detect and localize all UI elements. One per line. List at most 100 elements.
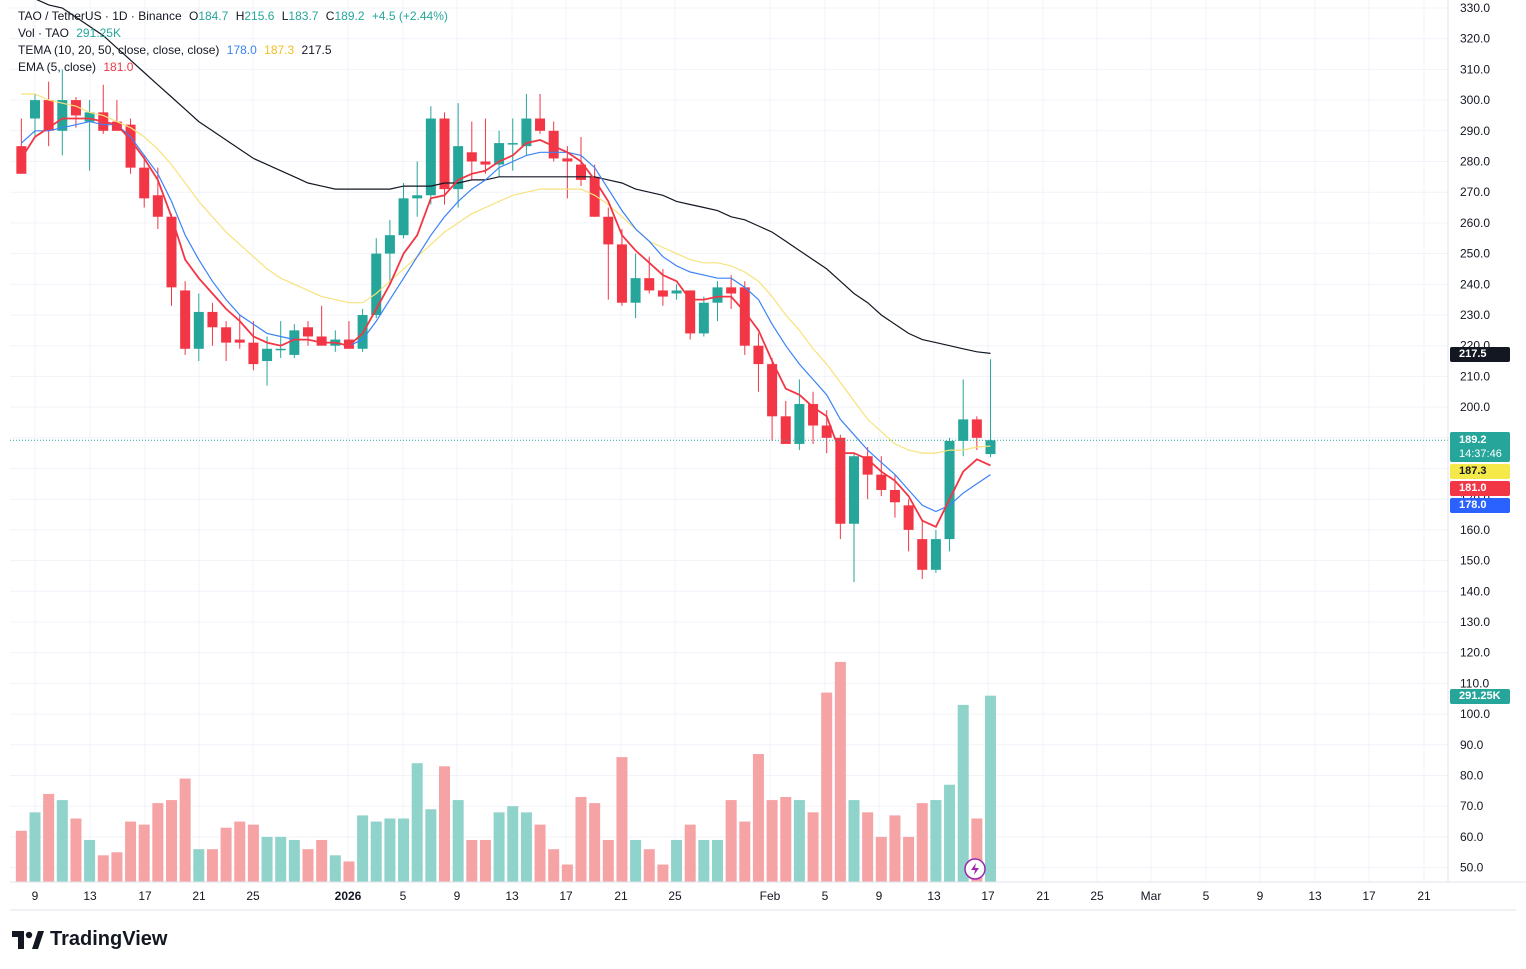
tema20-price-tag: 187.3 <box>1450 464 1510 479</box>
bolt-icon[interactable] <box>964 858 986 880</box>
tema10-price-tag: 178.0 <box>1450 498 1510 513</box>
candle-body <box>835 437 846 524</box>
candle-body <box>821 425 832 438</box>
indicator-lines <box>20 0 991 528</box>
time-tick-label: 21 <box>614 889 628 903</box>
time-tick-label: Mar <box>1141 889 1162 903</box>
tema50-price-tag: 217.5 <box>1450 347 1510 362</box>
price-tick-label: 330.0 <box>1460 1 1490 15</box>
candle-body <box>767 364 778 417</box>
candle-body <box>562 158 573 162</box>
volume-bar <box>357 815 369 882</box>
time-tick-label: 21 <box>192 889 206 903</box>
open-label: O <box>188 9 199 23</box>
candle-body <box>152 195 163 217</box>
time-tick-label: 17 <box>559 889 573 903</box>
price-tick-label: 310.0 <box>1460 62 1490 76</box>
volume-bar <box>97 855 109 882</box>
ema5-line <box>20 117 991 528</box>
ema-label[interactable]: EMA (5, close) <box>18 60 97 74</box>
time-tick-label: 9 <box>454 889 461 903</box>
tema-label[interactable]: TEMA (10, 20, 50, close, close, close) <box>18 43 220 57</box>
volume-bar <box>752 754 764 882</box>
candle-body <box>739 287 750 346</box>
tema-value-10: 178.0 <box>226 43 257 57</box>
tema10-line <box>20 120 991 513</box>
volume-bar <box>684 824 696 882</box>
price-tick-label: 320.0 <box>1460 32 1490 46</box>
volume-bar <box>575 796 587 882</box>
tema20-line <box>21 93 991 454</box>
volume-bar <box>712 839 723 882</box>
candle-body <box>657 290 668 297</box>
volume-bar <box>411 763 423 882</box>
volume-bar <box>698 839 710 882</box>
volume-row: Vol · TAO 291.25K <box>18 25 456 42</box>
volume-bar <box>903 836 915 882</box>
price-tick-label: 260.0 <box>1460 216 1490 230</box>
time-tick-label: 13 <box>505 889 519 903</box>
price-tick-label: 230.0 <box>1460 308 1490 322</box>
volume-price-tag: 291.25K <box>1450 689 1510 704</box>
volume-bar <box>439 766 450 882</box>
price-tick-label: 110.0 <box>1460 676 1489 690</box>
candle-body <box>234 339 245 343</box>
volume-bar <box>452 800 464 882</box>
volume-bar <box>466 839 478 882</box>
candle-body <box>535 118 546 131</box>
candle-body <box>685 290 696 334</box>
candle-body <box>262 348 273 362</box>
candle-body <box>289 330 300 355</box>
tema-row: TEMA (10, 20, 50, close, close, close) 1… <box>18 42 456 59</box>
tradingview-logo-icon <box>12 930 44 949</box>
candle-body <box>876 474 887 490</box>
tema-value-20: 187.3 <box>264 43 295 57</box>
candle-body <box>84 112 95 122</box>
price-tick-label: 250.0 <box>1460 247 1490 261</box>
price-tick-label: 80.0 <box>1460 769 1484 783</box>
candle-body <box>712 287 723 303</box>
candle-body <box>139 167 150 199</box>
candle-body <box>603 216 614 245</box>
volume-bar <box>561 864 573 882</box>
candle-body <box>316 336 327 346</box>
time-tick-label: 17 <box>981 889 995 903</box>
volume-bar <box>889 815 901 882</box>
candle-body <box>971 419 982 438</box>
time-axis[interactable]: 9 13 17 21 25 2026 5 9 13 17 21 25 Feb 5 9 13 17 21 25 Mar 5… <box>32 889 1431 903</box>
close-value: 189.2 <box>334 9 365 23</box>
volume-label[interactable]: Vol · TAO <box>18 26 69 40</box>
price-tick-label: 280.0 <box>1460 155 1490 169</box>
candle-body <box>466 152 477 162</box>
volume-bar <box>930 800 942 882</box>
volume-bar <box>534 824 546 882</box>
candle-body <box>166 216 177 288</box>
volume-bar <box>316 839 328 882</box>
symbol-label[interactable]: TAO / TetherUS · 1D · Binance <box>18 9 182 23</box>
volume-bar <box>111 852 123 882</box>
candle-body <box>644 278 655 291</box>
price-tick-label: 140.0 <box>1460 584 1490 598</box>
candle-body <box>453 146 464 190</box>
ema-value: 181.0 <box>103 60 134 74</box>
volume-bar <box>329 855 341 882</box>
volume-bar <box>821 692 833 882</box>
low-label: L <box>281 9 289 23</box>
candle-body <box>43 100 54 131</box>
price-tick-label: 210.0 <box>1460 369 1490 383</box>
volume-bar <box>507 806 519 882</box>
time-tick-label: 17 <box>1362 889 1376 903</box>
time-tick-label: 21 <box>1417 889 1431 903</box>
time-tick-label: 13 <box>927 889 941 903</box>
price-tick-label: 120.0 <box>1460 646 1490 660</box>
time-tick-label: 25 <box>246 889 260 903</box>
volume-bar <box>384 818 396 882</box>
tradingview-logo[interactable]: TradingView <box>12 928 167 951</box>
volume-bar <box>70 818 82 882</box>
volume-bar <box>56 800 68 882</box>
volume-bar <box>725 800 737 882</box>
volume-bar <box>29 812 41 882</box>
time-tick-label: Feb <box>760 889 781 903</box>
volume-bar <box>302 849 314 882</box>
